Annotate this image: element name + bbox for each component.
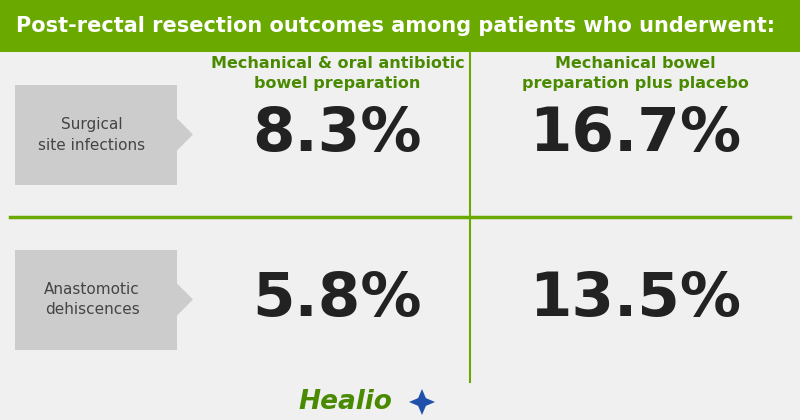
Text: 5.8%: 5.8% bbox=[253, 270, 422, 329]
FancyBboxPatch shape bbox=[0, 0, 800, 52]
Text: Surgical
site infections: Surgical site infections bbox=[38, 116, 146, 152]
Text: Anastomotic
dehiscences: Anastomotic dehiscences bbox=[44, 281, 140, 318]
Polygon shape bbox=[177, 118, 193, 150]
Text: 8.3%: 8.3% bbox=[253, 105, 422, 164]
Text: Healio: Healio bbox=[298, 389, 392, 415]
Text: Mechanical & oral antibiotic
bowel preparation: Mechanical & oral antibiotic bowel prepa… bbox=[210, 56, 464, 92]
Text: Post-rectal resection outcomes among patients who underwent:: Post-rectal resection outcomes among pat… bbox=[16, 16, 775, 36]
Polygon shape bbox=[409, 389, 435, 415]
Text: 13.5%: 13.5% bbox=[529, 270, 741, 329]
FancyBboxPatch shape bbox=[15, 249, 177, 349]
Text: Mechanical bowel
preparation plus placebo: Mechanical bowel preparation plus placeb… bbox=[522, 56, 749, 92]
FancyBboxPatch shape bbox=[15, 84, 177, 184]
Polygon shape bbox=[177, 284, 193, 315]
Text: 16.7%: 16.7% bbox=[529, 105, 741, 164]
